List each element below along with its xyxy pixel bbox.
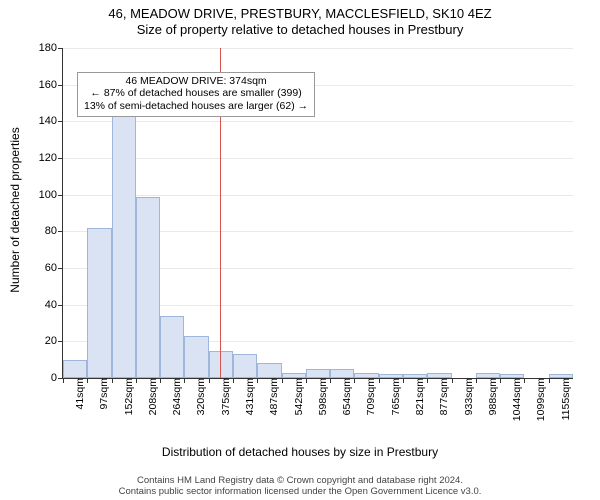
xtick-label: 654sqm <box>341 378 353 415</box>
histogram-bar <box>233 354 257 378</box>
xtick-mark <box>549 378 550 383</box>
page-subtitle: Size of property relative to detached ho… <box>0 22 600 38</box>
xtick-mark <box>63 378 64 383</box>
xtick-label: 375sqm <box>220 378 232 415</box>
xtick-label: 97sqm <box>98 378 110 410</box>
disclaimer: Contains HM Land Registry data © Crown c… <box>0 476 600 498</box>
histogram-chart: 02040608010012014016018041sqm97sqm152sqm… <box>62 48 573 379</box>
ytick-label: 60 <box>45 262 63 274</box>
histogram-bar <box>257 363 281 378</box>
xtick-label: 152sqm <box>123 378 135 415</box>
xtick-mark <box>500 378 501 383</box>
callout-line3: 13% of semi-detached houses are larger (… <box>84 100 308 113</box>
callout-line1: 46 MEADOW DRIVE: 374sqm <box>84 75 308 88</box>
page-title: 46, MEADOW DRIVE, PRESTBURY, MACCLESFIEL… <box>0 6 600 22</box>
xtick-label: 1044sqm <box>511 378 523 421</box>
xtick-label: 41sqm <box>74 378 86 410</box>
histogram-bar <box>160 316 184 378</box>
ytick-label: 120 <box>39 152 63 164</box>
xtick-label: 598sqm <box>317 378 329 415</box>
ytick-label: 0 <box>51 372 63 384</box>
xtick-label: 542sqm <box>293 378 305 415</box>
y-axis-label: Number of detached properties <box>8 127 22 292</box>
title-block: 46, MEADOW DRIVE, PRESTBURY, MACCLESFIEL… <box>0 0 600 39</box>
xtick-label: 709sqm <box>365 378 377 415</box>
xtick-mark <box>452 378 453 383</box>
histogram-bar <box>87 228 111 378</box>
histogram-bar <box>112 112 136 378</box>
gridline <box>63 158 573 159</box>
gridline <box>63 195 573 196</box>
xtick-mark <box>184 378 185 383</box>
ytick-label: 160 <box>39 79 63 91</box>
xtick-mark <box>476 378 477 383</box>
xtick-mark <box>136 378 137 383</box>
xtick-mark <box>524 378 525 383</box>
ytick-label: 140 <box>39 115 63 127</box>
xtick-mark <box>257 378 258 383</box>
xtick-mark <box>87 378 88 383</box>
ytick-label: 180 <box>39 42 63 54</box>
callout-line2: ← 87% of detached houses are smaller (39… <box>84 87 308 100</box>
xtick-mark <box>112 378 113 383</box>
xtick-mark <box>306 378 307 383</box>
xtick-mark <box>427 378 428 383</box>
xtick-mark <box>403 378 404 383</box>
xtick-label: 933sqm <box>463 378 475 415</box>
ytick-label: 20 <box>45 335 63 347</box>
xtick-mark <box>354 378 355 383</box>
xtick-label: 1155sqm <box>560 378 572 420</box>
ytick-label: 100 <box>39 189 63 201</box>
xtick-label: 1099sqm <box>535 378 547 421</box>
xtick-mark <box>209 378 210 383</box>
xtick-mark <box>379 378 380 383</box>
xtick-label: 431sqm <box>244 378 256 415</box>
xtick-label: 821sqm <box>414 378 426 415</box>
histogram-bar <box>306 369 330 378</box>
ytick-label: 80 <box>45 225 63 237</box>
gridline <box>63 121 573 122</box>
xtick-label: 320sqm <box>195 378 207 415</box>
callout-box: 46 MEADOW DRIVE: 374sqm← 87% of detached… <box>77 72 315 117</box>
histogram-bar <box>330 369 354 378</box>
histogram-bar <box>184 336 208 378</box>
xtick-label: 487sqm <box>268 378 280 415</box>
xtick-mark <box>282 378 283 383</box>
xtick-label: 877sqm <box>438 378 450 415</box>
xtick-mark <box>233 378 234 383</box>
xtick-mark <box>330 378 331 383</box>
xtick-label: 208sqm <box>147 378 159 415</box>
histogram-bar <box>63 360 87 378</box>
xtick-mark <box>160 378 161 383</box>
xtick-label: 988sqm <box>487 378 499 415</box>
gridline <box>63 48 573 49</box>
x-axis-label: Distribution of detached houses by size … <box>0 445 600 459</box>
disclaimer-line2: Contains public sector information licen… <box>0 487 600 498</box>
ytick-label: 40 <box>45 299 63 311</box>
xtick-label: 264sqm <box>171 378 183 415</box>
xtick-label: 765sqm <box>390 378 402 415</box>
histogram-bar <box>136 197 160 379</box>
